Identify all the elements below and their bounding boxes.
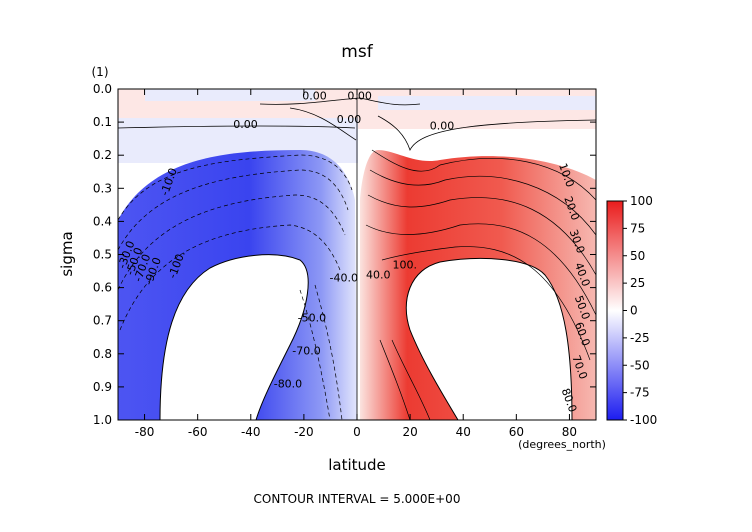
contour-label: 0.00 — [430, 119, 455, 132]
y-axis: 0.0 0.1 0.2 0.3 0.4 0.5 0.6 0.7 0.8 0.9 1.0 — [93, 82, 596, 427]
y-tick-label: 0.4 — [93, 214, 112, 228]
y-tick-label: 0.5 — [93, 248, 112, 262]
y-tick-label: 0.6 — [93, 281, 112, 295]
x-tick-label: -20 — [294, 425, 314, 439]
x-tick-label: -40 — [241, 425, 261, 439]
x-tick-label: 80 — [562, 425, 577, 439]
x-tick-label: 40 — [456, 425, 471, 439]
chart-title: msf — [341, 42, 373, 62]
contour-label: 0.00 — [233, 118, 258, 131]
contour-label: 40.0 — [366, 268, 391, 281]
y-tick-label: 0.2 — [93, 148, 112, 162]
contour-label: -70.0 — [292, 344, 320, 357]
colorbar-tick-label: -75 — [630, 386, 650, 400]
x-tick-label: 60 — [509, 425, 524, 439]
y-tick-label: 0.0 — [93, 82, 112, 96]
contour-label: 0.00 — [302, 90, 327, 103]
y-units-label: (1) — [92, 65, 109, 79]
colorbar-tick-label: 25 — [630, 276, 645, 290]
contour-interval-note: CONTOUR INTERVAL = 5.000E+00 — [254, 492, 461, 506]
colorbar-tick-label: -25 — [630, 331, 650, 345]
colorbar-tick-label: 75 — [630, 221, 645, 235]
contour-label: -40.0 — [329, 272, 357, 285]
x-units-label: (degrees_north) — [518, 438, 606, 451]
colorbar — [606, 200, 624, 421]
y-tick-label: 0.3 — [93, 181, 112, 195]
x-axis: -80 -60 -40 -20 0 20 40 60 80 — [135, 89, 577, 439]
colorbar-axis: 100 75 50 25 0 -25 -50 -75 -100 — [623, 194, 657, 427]
colorbar-tick-label: -100 — [630, 413, 657, 427]
colorbar-tick-label: 100 — [630, 194, 653, 208]
contour-label: 0.00 — [337, 113, 362, 126]
x-tick-label: -60 — [188, 425, 208, 439]
contour-label: 0.00 — [347, 90, 372, 103]
y-tick-label: 1.0 — [93, 413, 112, 427]
contour-labels: 0.000.000.000.000.00-10.0 10.020.030.040.… — [115, 90, 592, 414]
contour-label: -50.0 — [298, 311, 326, 324]
colorbar-tick-label: -50 — [630, 358, 650, 372]
contour-label: 100. — [393, 258, 418, 271]
x-tick-label: 20 — [402, 425, 417, 439]
y-tick-label: 0.7 — [93, 314, 112, 328]
y-tick-label: 0.9 — [93, 380, 112, 394]
y-tick-label: 0.1 — [93, 115, 112, 129]
x-tick-label: -80 — [135, 425, 155, 439]
contour-fill — [118, 89, 596, 420]
x-tick-label: 0 — [353, 425, 361, 439]
y-tick-label: 0.8 — [93, 347, 112, 361]
x-axis-label: latitude — [328, 456, 386, 474]
colorbar-tick-label: 50 — [630, 249, 645, 263]
y-axis-label: sigma — [58, 231, 76, 276]
contour-label: -80.0 — [274, 378, 302, 391]
colorbar-tick-label: 0 — [630, 304, 638, 318]
